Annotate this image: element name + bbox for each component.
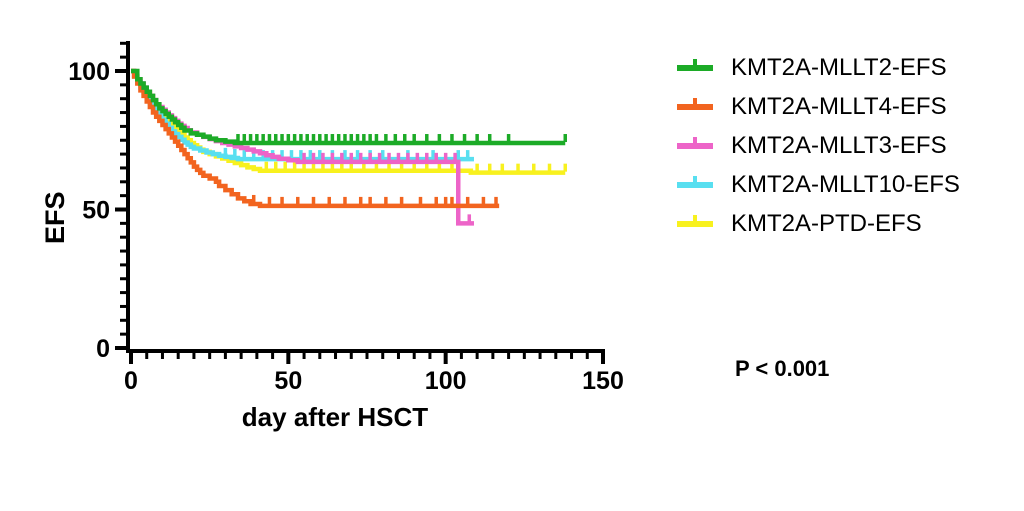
svg-text:100: 100	[425, 367, 467, 395]
chart-legend: KMT2A-MLLT2-EFS KMT2A-MLLT4-EFS KMT2A-ML…	[677, 48, 960, 243]
svg-text:50: 50	[82, 197, 110, 225]
svg-text:0: 0	[124, 367, 138, 395]
svg-text:0: 0	[96, 335, 110, 363]
svg-text:150: 150	[582, 367, 624, 395]
legend-item-mllt10: KMT2A-MLLT10-EFS	[677, 165, 960, 204]
legend-item-ptd: KMT2A-PTD-EFS	[677, 204, 960, 243]
x-axis-title: day after HSCT	[241, 402, 429, 432]
legend-swatch-ptd	[677, 214, 713, 227]
y-axis-title: EFS	[40, 191, 70, 244]
legend-label-mllt3: KMT2A-MLLT3-EFS	[731, 131, 947, 159]
legend-swatch-mllt2	[677, 58, 713, 71]
svg-text:100: 100	[68, 58, 110, 86]
p-value-symbol: P	[735, 356, 750, 381]
legend-label-mllt2: KMT2A-MLLT2-EFS	[731, 53, 947, 81]
p-value-annotation: P < 0.001	[735, 356, 829, 382]
censor-tick-icon	[693, 97, 697, 105]
legend-swatch-mllt3	[677, 136, 713, 149]
legend-label-ptd: KMT2A-PTD-EFS	[731, 209, 922, 237]
censor-tick-icon	[693, 214, 697, 222]
legend-label-mllt4: KMT2A-MLLT4-EFS	[731, 92, 947, 120]
legend-item-mllt2: KMT2A-MLLT2-EFS	[677, 48, 960, 87]
legend-swatch-mllt10	[677, 175, 713, 188]
svg-text:50: 50	[274, 367, 302, 395]
legend-swatch-mllt4	[677, 97, 713, 110]
censor-tick-icon	[693, 58, 697, 66]
censor-tick-icon	[693, 136, 697, 144]
p-value-text: < 0.001	[749, 356, 830, 381]
legend-item-mllt3: KMT2A-MLLT3-EFS	[677, 126, 960, 165]
censor-tick-icon	[693, 175, 697, 183]
legend-item-mllt4: KMT2A-MLLT4-EFS	[677, 87, 960, 126]
legend-label-mllt10: KMT2A-MLLT10-EFS	[731, 170, 960, 198]
